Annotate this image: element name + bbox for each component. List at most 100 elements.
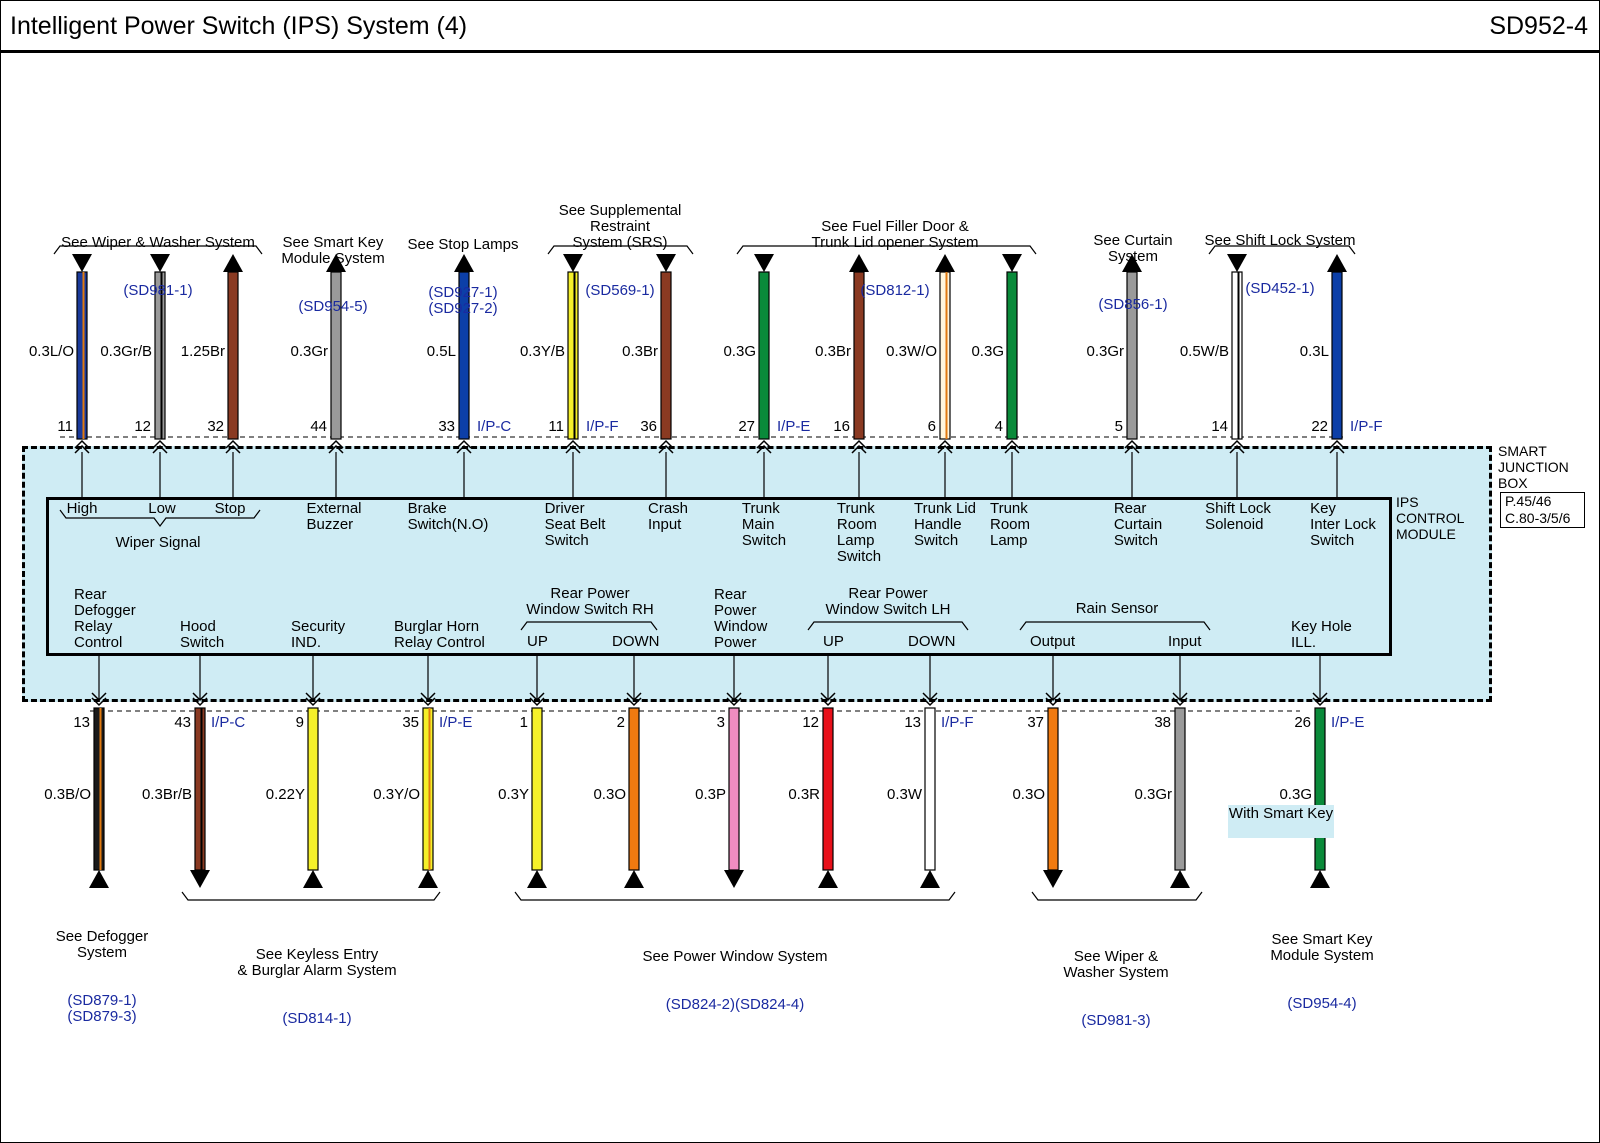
group-ref[interactable]: (SD954-4) xyxy=(1287,995,1357,1012)
bottom-connector-label-8: I/P-F xyxy=(941,714,974,731)
bottom-ref-power-window: See Power Window System (SD824-2)(SD824-… xyxy=(642,917,827,1029)
bottom-connector-8-b xyxy=(922,697,938,707)
bottom-wire-spec-10: 0.3Gr xyxy=(1134,786,1172,803)
group-ref[interactable]: (SD814-1) xyxy=(282,1010,352,1027)
bottom-connector-9 xyxy=(1045,692,1061,702)
bottom-connector-0 xyxy=(91,692,107,702)
top-connector-0-b xyxy=(74,444,90,454)
bottom-pin-3: 35 xyxy=(402,714,419,731)
bottom-module-label-1: Hood Switch xyxy=(180,618,225,651)
bottom-wire-spec-4: 0.3Y xyxy=(498,786,529,803)
top-wire-spec-0: 0.3L/O xyxy=(28,343,74,360)
bottom-connector-4-b xyxy=(529,697,545,707)
top-arrow-12 xyxy=(1227,254,1247,272)
bottom-module-label-3: Burglar Horn Relay Control xyxy=(394,618,485,651)
page-title: Intelligent Power Switch (IPS) System (4… xyxy=(10,12,468,40)
top-wire-spec-1: 0.3Gr/B xyxy=(100,343,152,360)
bottom-wire-8 xyxy=(924,707,936,871)
wiper-signal-brace xyxy=(59,509,261,527)
module-label: IPS CONTROL MODULE xyxy=(1396,494,1465,542)
top-wire-spec-11: 0.3Gr xyxy=(1086,343,1124,360)
bracket-rain xyxy=(1019,621,1211,631)
group-ref[interactable]: (SD954-5) xyxy=(298,298,368,315)
bracket-wiper xyxy=(53,245,263,255)
bottom-pin-4: 1 xyxy=(519,714,528,731)
top-module-label-2: Stop xyxy=(214,500,246,517)
bottom-wire-1 xyxy=(194,707,206,871)
bottom-module-label-4: UP xyxy=(527,633,548,650)
top-connector-3 xyxy=(328,439,344,449)
bracket-lh xyxy=(807,621,969,631)
top-connector-4 xyxy=(456,439,472,449)
top-connector-12 xyxy=(1229,439,1245,449)
top-module-label-4: Brake Switch(N.O) xyxy=(407,500,489,533)
group-ref[interactable]: (SD981-3) xyxy=(1081,1012,1151,1029)
bottom-connector-1 xyxy=(192,692,208,702)
bottom-pin-5: 2 xyxy=(616,714,625,731)
bottom-pin-6: 3 xyxy=(716,714,725,731)
bottom-wire-spec-7: 0.3R xyxy=(788,786,820,803)
bottom-module-label-7: UP xyxy=(823,633,844,650)
bottom-wire-7 xyxy=(822,707,834,871)
bottom-arrow-0 xyxy=(89,870,109,888)
group-text: See Supplemental Restraint System (SRS) xyxy=(558,202,682,251)
top-connector-3-b xyxy=(328,444,344,454)
top-connector-9 xyxy=(937,439,953,449)
group-ref[interactable]: (SD452-1) xyxy=(1245,280,1315,297)
bottom-connector-0-b xyxy=(91,697,107,707)
top-connector-13 xyxy=(1329,439,1345,449)
group-label-wiper: See Wiper & Washer System (SD981-1) xyxy=(61,203,255,315)
group-ref[interactable]: (SD856-1) xyxy=(1098,296,1168,313)
top-connector-7 xyxy=(756,439,772,449)
bottom-ref-smart-key: See Smart Key Module System (SD954-4) xyxy=(1270,900,1373,1028)
group-ref[interactable]: (SD879-1) (SD879-3) xyxy=(67,992,137,1025)
bottom-module-label-0: Rear Defogger Relay Control xyxy=(74,586,136,651)
top-arrow-1 xyxy=(150,254,170,272)
top-pin-6: 36 xyxy=(640,418,657,435)
rear-power-window-rh-label: Rear Power Window Switch RH xyxy=(526,585,654,618)
bracket-keyless xyxy=(181,891,441,901)
bottom-connector-9-b xyxy=(1045,697,1061,707)
top-pin-7: 27 xyxy=(738,418,755,435)
top-connector-10-b xyxy=(1004,444,1020,454)
top-arrow-2 xyxy=(223,254,243,272)
group-ref[interactable]: (SD981-1) xyxy=(123,282,193,299)
group-text: See Fuel Filler Door & Trunk Lid opener … xyxy=(811,218,979,251)
group-label-stop-lamps: See Stop Lamps (SD927-1) (SD927-2) xyxy=(408,205,519,333)
bottom-connector-1-b xyxy=(192,697,208,707)
group-label-srs: See Supplemental Restraint System (SRS) … xyxy=(559,171,682,315)
top-arrow-8 xyxy=(849,254,869,272)
group-ref[interactable]: (SD927-1) (SD927-2) xyxy=(428,284,498,317)
bottom-wire-spec-3: 0.3Y/O xyxy=(373,786,420,803)
top-connector-label-7: I/P-E xyxy=(777,418,811,435)
bracket-power-window xyxy=(514,891,956,901)
top-pin-8: 16 xyxy=(833,418,850,435)
group-ref[interactable]: (SD824-2)(SD824-4) xyxy=(665,996,805,1013)
bottom-connector-label-3: I/P-E xyxy=(439,714,473,731)
bottom-arrow-8 xyxy=(920,870,940,888)
top-module-label-6: Crash Input xyxy=(647,500,689,533)
group-ref[interactable]: (SD569-1) xyxy=(585,282,655,299)
group-text: See Curtain System xyxy=(1093,232,1173,265)
top-connector-label-13: I/P-F xyxy=(1350,418,1383,435)
group-ref[interactable]: (SD812-1) xyxy=(860,282,930,299)
bottom-connector-5-b xyxy=(626,697,642,707)
bracket-srs xyxy=(547,245,694,255)
group-text: See Smart Key Module System xyxy=(1270,931,1374,964)
bottom-connector-label-11: I/P-E xyxy=(1331,714,1365,731)
group-label-fuel-filler: See Fuel Filler Door & Trunk Lid opener … xyxy=(811,187,978,315)
top-arrow-7 xyxy=(754,254,774,272)
top-pin-0: 11 xyxy=(57,418,73,435)
group-text: See Wiper & Washer System xyxy=(1063,948,1169,981)
top-wire-spec-8: 0.3Br xyxy=(815,343,851,360)
smart-key-note: With Smart Key xyxy=(1228,805,1334,838)
bottom-wire-4 xyxy=(531,707,543,871)
top-module-label-11: Rear Curtain Switch xyxy=(1113,500,1163,549)
bracket-shift-lock xyxy=(1208,245,1356,255)
top-wire-spec-12: 0.5W/B xyxy=(1179,343,1229,360)
top-wire-7 xyxy=(758,271,770,440)
bottom-connector-5 xyxy=(626,692,642,702)
top-arrow-10 xyxy=(1002,254,1022,272)
top-module-label-0: High xyxy=(66,500,98,517)
